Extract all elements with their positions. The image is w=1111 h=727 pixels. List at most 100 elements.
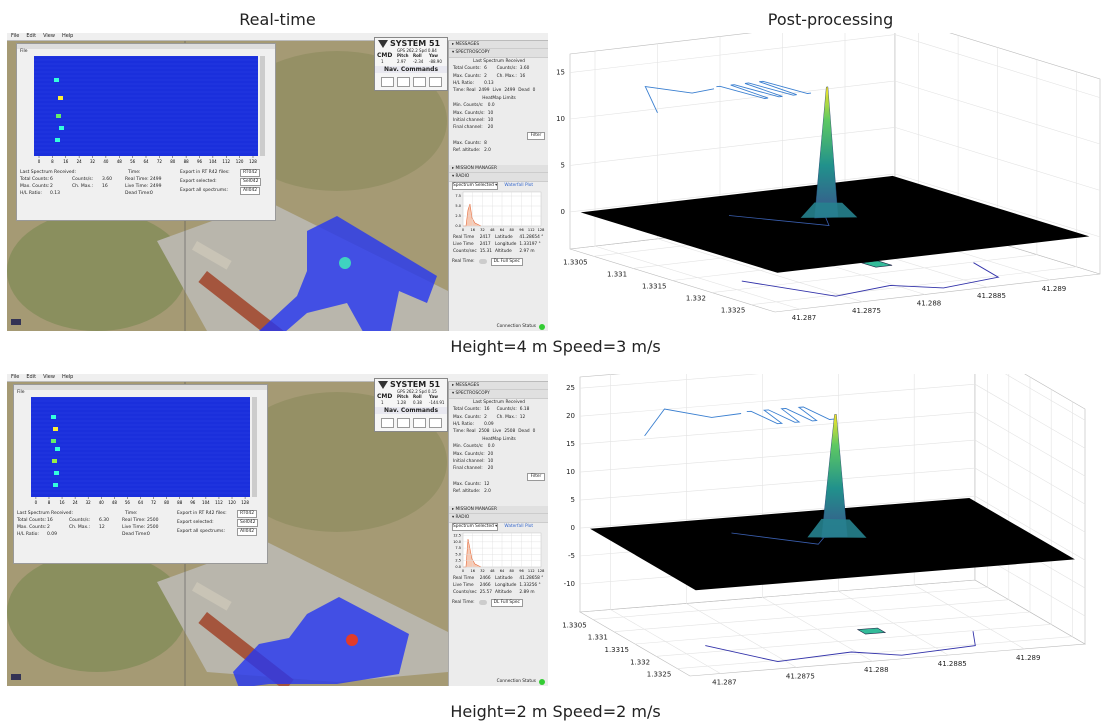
real-time-row: Real Time:DL Full Spec <box>449 599 548 607</box>
heatmap-tick-label: 120 <box>236 159 244 164</box>
mini-x-tick-label: 112 <box>528 228 535 232</box>
x-tick-label: 41.288 <box>917 299 942 307</box>
waterfall-tab[interactable]: Waterfall Plot <box>504 182 533 190</box>
scrollbar <box>252 397 257 497</box>
heatmap-tick-label: 16 <box>63 159 69 164</box>
menu-item[interactable]: File <box>11 33 19 40</box>
section-header[interactable]: ▾ RADIO <box>449 173 548 181</box>
heatmap-tick-label: 96 <box>190 500 196 505</box>
export-button[interactable]: Sel042 <box>240 178 261 186</box>
heatmap-tick-label: 64 <box>143 159 149 164</box>
filter-button[interactable]: Filter <box>527 473 545 481</box>
stat-label: Total Counts: <box>17 517 46 524</box>
attitude-value: -2.34 <box>413 59 423 64</box>
nav-command-button[interactable] <box>397 77 410 87</box>
z-tick-label: 0 <box>571 524 575 532</box>
time-value: 2500 <box>147 524 158 531</box>
export-label: Export selected: <box>180 178 217 185</box>
y-tick-label: 1.331 <box>588 634 608 642</box>
x-tick-label: 41.289 <box>1016 654 1040 662</box>
dl-button[interactable]: DL Full Spec <box>491 258 523 266</box>
field-value: 41.28654 ° <box>519 234 543 241</box>
stat-value: 6 <box>50 176 53 183</box>
field-grid: Total Counts:6Counts/s:3.60Max. Counts:2… <box>449 65 548 87</box>
window-menu[interactable]: File <box>20 49 28 54</box>
section-header[interactable]: ▾ RADIO <box>449 514 548 522</box>
toggle[interactable] <box>479 600 487 605</box>
nav-command-button[interactable] <box>413 77 426 87</box>
plot-3d: 41.28741.287541.28841.288541.2891.33051.… <box>550 374 1111 686</box>
export-button[interactable]: All042 <box>237 528 257 536</box>
toggle[interactable] <box>479 259 487 264</box>
system-title: SYSTEM 51 <box>390 380 440 389</box>
export-button[interactable]: RT042 <box>237 510 257 518</box>
field-value: 0 <box>533 428 536 435</box>
mini-x-tick-label: 0 <box>462 569 464 573</box>
field-label: Max. Counts: <box>453 414 481 421</box>
section-header[interactable]: ▾ SPECTROSCOPY <box>449 49 548 57</box>
logo <box>378 40 388 48</box>
menu-item[interactable]: Edit <box>26 33 36 40</box>
field-label: Counts/sec <box>453 589 477 596</box>
nav-command-button[interactable] <box>381 77 394 87</box>
field-value: 10 <box>488 110 495 117</box>
x-tick-label: 41.287 <box>792 314 817 322</box>
section-header[interactable]: ▸ MESSAGES <box>449 41 548 49</box>
menu-item[interactable]: Help <box>62 33 73 40</box>
commands-title: Nav. Commands <box>375 66 447 73</box>
menu-item[interactable]: Help <box>62 374 73 381</box>
heatmap-tick-label: 48 <box>117 159 123 164</box>
stat-label: Counts/s: <box>69 517 90 524</box>
section-header[interactable]: ▸ MISSION MANAGER <box>449 506 548 514</box>
export-button[interactable]: RT042 <box>240 169 260 177</box>
mini-x-tick-label: 32 <box>480 228 484 232</box>
section-header[interactable]: ▾ SPECTROSCOPY <box>449 390 548 398</box>
menu-item[interactable]: Edit <box>26 374 36 381</box>
export-button[interactable]: All042 <box>240 187 260 195</box>
heatmap: 081624324048566472808896104112120128 <box>22 56 270 166</box>
section-subtitle: Last Spectrum Received <box>449 58 548 65</box>
field-value: 0.0 <box>488 102 495 109</box>
nav-command-button[interactable] <box>429 418 442 428</box>
spectrum-selector[interactable]: Spectrum Selected ▾ <box>452 182 498 190</box>
window-menu[interactable]: File <box>17 390 25 395</box>
field-label: Time: Real <box>453 87 476 94</box>
spectrum-selector[interactable]: Spectrum Selected ▾ <box>452 523 498 531</box>
section-header[interactable]: ▸ MESSAGES <box>449 382 548 390</box>
mini-y-tick-label: 12.5 <box>453 533 461 537</box>
field-value: 0.13 <box>484 80 494 87</box>
filter-button[interactable]: Filter <box>527 132 545 140</box>
connection-row: Connection Status <box>497 323 545 330</box>
heatmap-tick-label: 40 <box>103 159 109 164</box>
nav-command-button[interactable] <box>397 418 410 428</box>
field-label: Min. Counts/s: <box>453 443 485 450</box>
menu-item[interactable]: View <box>43 33 55 40</box>
heatmap-tick-label: 80 <box>170 159 176 164</box>
mini-y-tick-label: 5.0 <box>455 552 461 556</box>
menu-item[interactable]: File <box>11 374 19 381</box>
field-value: 16 <box>520 73 530 80</box>
heatmap-tick-label: 104 <box>209 159 217 164</box>
mini-x-tick-label: 112 <box>528 569 535 573</box>
section-header[interactable]: ▸ MISSION MANAGER <box>449 165 548 173</box>
nav-command-button[interactable] <box>413 418 426 428</box>
attitude-label: Roll <box>413 394 422 399</box>
mini-y-tick-label: 7.5 <box>455 546 461 550</box>
nav-command-button[interactable] <box>429 77 442 87</box>
export-button[interactable]: Sel042 <box>237 519 258 527</box>
section-subtitle: HeatMap Limits <box>449 95 548 102</box>
menu-item[interactable]: View <box>43 374 55 381</box>
x-tick-label: 41.288 <box>864 666 889 674</box>
heatmap-cell <box>51 439 56 443</box>
dl-button[interactable]: DL Full Spec <box>491 599 523 607</box>
mini-x-tick-label: 16 <box>471 228 475 232</box>
attitude-value: 1.28 <box>397 400 406 405</box>
waterfall-tab[interactable]: Waterfall Plot <box>504 523 533 531</box>
nav-command-button[interactable] <box>381 418 394 428</box>
field-grid: Real Time2417Latitude41.28654 °Live Time… <box>449 234 548 256</box>
field-value: 1.33256 ° <box>519 582 543 589</box>
real-time-label: Real Time: <box>452 258 475 266</box>
x-tick-label: 41.287 <box>712 679 737 686</box>
heatmap-tick-label: 128 <box>241 500 249 505</box>
